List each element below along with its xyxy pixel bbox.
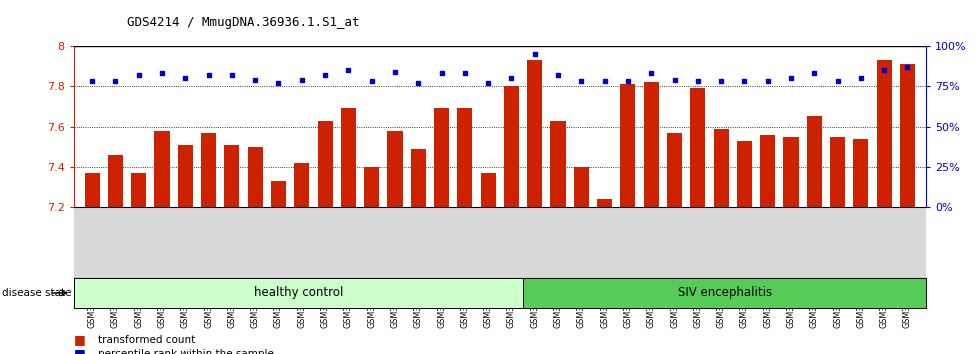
Bar [620, 84, 635, 207]
Text: transformed count: transformed count [98, 335, 195, 345]
Bar [248, 147, 263, 207]
Bar [551, 120, 565, 207]
Bar [224, 145, 239, 207]
Bar [597, 199, 612, 207]
Bar [84, 173, 100, 207]
Bar [854, 139, 868, 207]
Bar [713, 129, 729, 207]
Bar [270, 181, 286, 207]
Bar [900, 64, 915, 207]
Bar [131, 173, 146, 207]
Bar [155, 131, 170, 207]
Bar [177, 145, 193, 207]
Bar [783, 137, 799, 207]
Bar [294, 163, 310, 207]
Bar [201, 133, 217, 207]
Text: ■: ■ [74, 348, 85, 354]
Text: ■: ■ [74, 333, 85, 346]
Bar [365, 167, 379, 207]
Bar [108, 155, 123, 207]
Bar [644, 82, 659, 207]
Bar [387, 131, 403, 207]
Text: GDS4214 / MmugDNA.36936.1.S1_at: GDS4214 / MmugDNA.36936.1.S1_at [127, 16, 360, 29]
Text: SIV encephalitis: SIV encephalitis [678, 286, 772, 299]
Bar [760, 135, 775, 207]
Bar [737, 141, 752, 207]
Bar [830, 137, 845, 207]
Bar [876, 60, 892, 207]
Bar [411, 149, 426, 207]
Bar [458, 108, 472, 207]
Bar [434, 108, 449, 207]
Bar [527, 60, 542, 207]
Bar [504, 86, 519, 207]
Bar [573, 167, 589, 207]
Bar [690, 88, 706, 207]
Bar [667, 133, 682, 207]
Bar [318, 120, 332, 207]
Bar [341, 108, 356, 207]
Bar [807, 116, 822, 207]
Text: healthy control: healthy control [254, 286, 343, 299]
Text: percentile rank within the sample: percentile rank within the sample [98, 349, 273, 354]
Bar [480, 173, 496, 207]
Text: disease state: disease state [2, 288, 72, 298]
